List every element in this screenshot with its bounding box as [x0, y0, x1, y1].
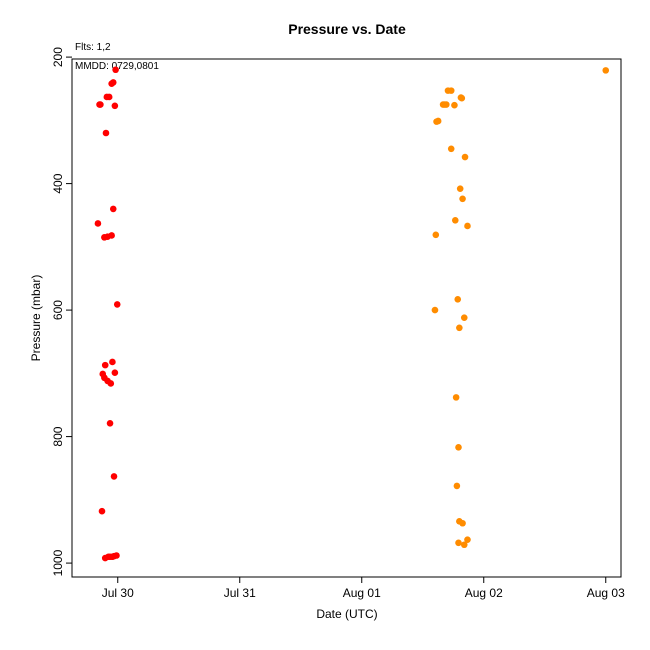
data-point	[102, 129, 110, 137]
data-point	[111, 102, 119, 110]
data-point	[464, 222, 471, 230]
y-tick-label: 400	[51, 173, 65, 193]
data-point	[432, 231, 440, 239]
data-point	[109, 358, 116, 366]
y-tick-label: 200	[51, 47, 65, 67]
data-point	[113, 301, 121, 308]
chart-title: Pressure vs. Date	[288, 21, 406, 37]
data-point	[602, 67, 610, 74]
data-point	[451, 101, 458, 109]
data-point	[105, 93, 113, 101]
data-point	[94, 220, 102, 227]
y-axis-label: Pressure (mbar)	[29, 275, 43, 362]
y-tick-label: 600	[51, 300, 65, 320]
data-point	[461, 153, 469, 161]
data-point	[113, 552, 120, 559]
data-point	[109, 205, 117, 213]
data-point	[458, 94, 466, 102]
data-point	[455, 444, 462, 451]
data-point	[443, 101, 450, 108]
data-point	[110, 473, 118, 480]
data-point	[454, 296, 462, 303]
data-point	[431, 306, 439, 314]
data-point	[456, 185, 464, 192]
data-point	[459, 195, 466, 203]
data-point	[459, 519, 466, 527]
x-axis-label: Date (UTC)	[316, 607, 377, 621]
flights-annotation: Flts: 1,2	[75, 42, 111, 53]
data-point	[447, 145, 455, 153]
data-point	[451, 216, 459, 224]
data-point	[112, 66, 119, 74]
x-tick-label: Jul 30	[102, 586, 134, 600]
y-axis: 200 400 600 800 1000	[51, 47, 72, 576]
x-tick-label: Jul 31	[224, 586, 256, 600]
mmdd-annotation: MMDD: 0729,0801	[75, 61, 159, 72]
data-point	[456, 324, 463, 332]
data-point	[109, 79, 117, 86]
data-point	[101, 361, 109, 369]
data-point	[98, 507, 106, 515]
data-points	[94, 66, 610, 562]
plot-frame	[71, 58, 622, 578]
y-tick-label: 800	[51, 426, 65, 446]
data-point	[108, 232, 115, 239]
data-point	[452, 394, 460, 401]
data-point	[453, 482, 461, 490]
data-point	[460, 541, 468, 549]
data-point	[97, 101, 104, 108]
data-point	[111, 369, 119, 377]
data-point	[455, 539, 462, 547]
data-point	[106, 420, 114, 427]
data-point	[447, 87, 455, 94]
data-point	[107, 380, 115, 387]
data-point	[460, 314, 468, 321]
data-point	[434, 117, 442, 125]
y-tick-label: 1000	[51, 549, 65, 576]
x-tick-label: Aug 02	[465, 586, 503, 600]
x-axis: Jul 30 Jul 31 Aug 01 Aug 02 Aug 03	[102, 577, 625, 600]
x-tick-label: Aug 01	[343, 586, 381, 600]
data-point	[464, 536, 471, 543]
x-tick-label: Aug 03	[587, 586, 625, 600]
